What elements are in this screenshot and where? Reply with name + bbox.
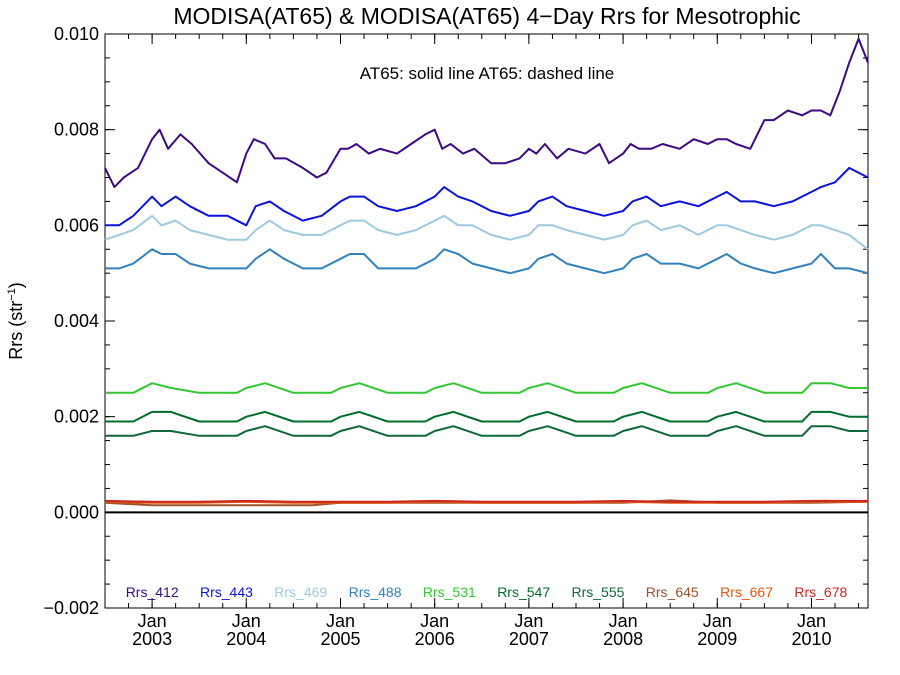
x-tick-label-year: 2008 (603, 629, 643, 649)
x-tick-label-year: 2010 (791, 629, 831, 649)
x-tick-label-month: Jan (703, 611, 732, 631)
x-tick-label-year: 2007 (509, 629, 549, 649)
series-line-rrs_488 (105, 248, 869, 275)
legend-entry-rrs_645: Rrs_645 (646, 584, 699, 600)
series-line-rrs_678 (104, 499, 868, 503)
legend-entry-rrs_678: Rrs_678 (794, 584, 847, 600)
x-tick-label-month: Jan (514, 611, 543, 631)
y-tick-label: 0.006 (54, 215, 99, 235)
legend-entry-rrs_443: Rrs_443 (200, 584, 253, 600)
x-tick-label-month: Jan (138, 611, 167, 631)
chart-title: MODISA(AT65) & MODISA(AT65) 4−Day Rrs fo… (173, 3, 800, 29)
y-tick-label: 0.002 (54, 407, 99, 427)
series-line-rrs_443 (105, 166, 869, 227)
x-tick-label-month: Jan (326, 611, 355, 631)
x-tick-label-month: Jan (420, 611, 449, 631)
y-axis-label: Rrs (str−1) (6, 282, 26, 360)
y-tick-label: 0.008 (54, 120, 99, 140)
series-line-rrs_412 (104, 37, 869, 189)
legend-entry-rrs_469: Rrs_469 (274, 584, 327, 600)
x-tick-label-year: 2004 (226, 629, 266, 649)
series-line-rrs_469 (104, 214, 869, 251)
x-tick-label-month: Jan (609, 611, 638, 631)
x-tick-label-year: 2009 (697, 629, 737, 649)
legend-entry-rrs_547: Rrs_547 (497, 584, 550, 600)
legend-entry-rrs_555: Rrs_555 (571, 584, 624, 600)
legend-entry-rrs_667: Rrs_667 (720, 584, 773, 600)
series-line-rrs_555 (105, 425, 868, 437)
plot-area: −0.0020.0000.0020.0040.0060.0080.010Jan2… (43, 24, 869, 649)
x-tick-label-year: 2006 (415, 629, 455, 649)
legend-entry-rrs_531: Rrs_531 (423, 584, 476, 600)
y-tick-label: 0.004 (54, 311, 99, 331)
y-axis-label-main: Rrs (str (6, 301, 26, 360)
series-line-rrs_547 (105, 410, 868, 423)
legend-entry-rrs_488: Rrs_488 (349, 584, 402, 600)
series-line-rrs_531 (105, 382, 868, 394)
y-axis-label-close: ) (6, 282, 26, 288)
x-tick-label-month: Jan (232, 611, 261, 631)
x-tick-label-year: 2003 (132, 629, 172, 649)
y-tick-label: 0.010 (54, 24, 99, 44)
y-tick-label: 0.000 (54, 502, 99, 522)
x-tick-label-year: 2005 (320, 629, 360, 649)
y-tick-label: −0.002 (43, 598, 99, 618)
y-axis-label-superscript: −1 (6, 288, 18, 301)
legend-entry-rrs_412: Rrs_412 (126, 584, 179, 600)
plot-frame (104, 33, 869, 609)
chart-annotation: AT65: solid line AT65: dashed line (360, 64, 615, 83)
x-tick-label-month: Jan (797, 611, 826, 631)
